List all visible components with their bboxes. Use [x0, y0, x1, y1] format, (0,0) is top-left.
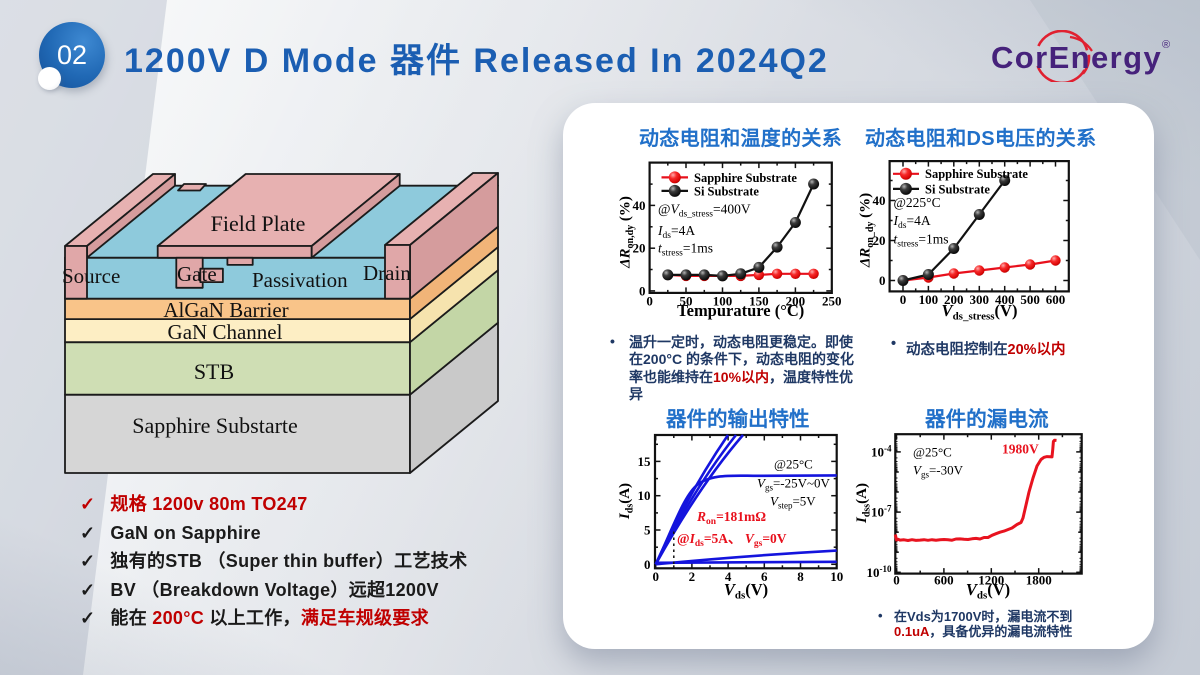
svg-text:10-10: 10-10 — [867, 564, 892, 580]
svg-text:600: 600 — [934, 573, 954, 588]
svg-text:Si Substrate: Si Substrate — [694, 184, 759, 198]
svg-text:2: 2 — [689, 569, 696, 584]
svg-text:Gate: Gate — [177, 262, 217, 286]
svg-text:GaN Channel: GaN Channel — [168, 320, 283, 344]
svg-text:AlGaN Barrier: AlGaN Barrier — [163, 298, 288, 322]
svg-text:500: 500 — [1020, 292, 1040, 307]
svg-text:Tempurature (°C): Tempurature (°C) — [677, 301, 804, 320]
svg-text:250: 250 — [822, 294, 842, 309]
svg-text:20: 20 — [873, 233, 886, 248]
svg-text:Vds(V): Vds(V) — [724, 580, 768, 602]
svg-text:Vds_stress(V): Vds_stress(V) — [942, 301, 1018, 323]
svg-text:tstress=1ms: tstress=1ms — [894, 232, 949, 250]
svg-text:Sapphire Substrate: Sapphire Substrate — [925, 167, 1028, 181]
svg-text:6: 6 — [761, 569, 768, 584]
svg-text:Passivation: Passivation — [252, 268, 348, 292]
svg-text:®: ® — [1162, 39, 1170, 51]
svg-text:0: 0 — [879, 273, 886, 288]
svg-text:10: 10 — [638, 488, 651, 503]
svg-text:100: 100 — [713, 294, 733, 309]
svg-text:Ids(A): Ids(A) — [617, 483, 636, 520]
svg-text:Field Plate: Field Plate — [211, 211, 306, 236]
svg-text:50: 50 — [680, 294, 693, 309]
svg-text:150: 150 — [749, 294, 769, 309]
svg-text:Source: Source — [62, 264, 120, 288]
svg-text:Idss(A): Idss(A) — [854, 483, 873, 524]
svg-text:Drain: Drain — [363, 261, 411, 285]
svg-text:15: 15 — [638, 454, 652, 469]
svg-text:0: 0 — [646, 294, 653, 309]
svg-text:CorEnergy: CorEnergy — [991, 40, 1162, 75]
svg-text:4: 4 — [725, 569, 732, 584]
svg-text:Sapphire Substrate: Sapphire Substrate — [694, 171, 797, 185]
svg-text:Ids=4A: Ids=4A — [893, 213, 931, 231]
svg-text:8: 8 — [797, 569, 804, 584]
svg-text:@25°C: @25°C — [774, 457, 813, 472]
svg-text:5: 5 — [644, 523, 651, 538]
svg-text:Si Substrate: Si Substrate — [925, 182, 990, 196]
svg-text:100: 100 — [919, 292, 939, 307]
svg-text:0: 0 — [639, 283, 646, 298]
svg-text:ΔRon_dy (%): ΔRon_dy (%) — [858, 193, 876, 268]
svg-text:200: 200 — [944, 292, 964, 307]
svg-text:Sapphire Substarte: Sapphire Substarte — [132, 413, 298, 438]
svg-text:0: 0 — [644, 557, 651, 572]
svg-text:300: 300 — [970, 292, 990, 307]
svg-text:Vds(V): Vds(V) — [966, 580, 1010, 602]
svg-text:1200: 1200 — [978, 573, 1004, 588]
svg-text:600: 600 — [1046, 292, 1066, 307]
svg-text:40: 40 — [633, 198, 646, 213]
svg-text:0: 0 — [900, 292, 907, 307]
svg-text:10-7: 10-7 — [871, 504, 892, 520]
svg-text:tstress=1ms: tstress=1ms — [658, 241, 713, 259]
svg-text:STB: STB — [194, 359, 234, 384]
svg-text:10-4: 10-4 — [871, 443, 892, 459]
svg-text:0: 0 — [893, 573, 900, 588]
svg-text:1980V: 1980V — [1002, 442, 1039, 457]
svg-text:@25°C: @25°C — [913, 445, 952, 460]
svg-text:ΔRon,dy (%): ΔRon,dy (%) — [618, 196, 637, 269]
svg-text:40: 40 — [873, 193, 886, 208]
svg-text:0: 0 — [652, 569, 659, 584]
svg-text:Ron=181mΩ: Ron=181mΩ — [696, 509, 766, 527]
svg-text:400: 400 — [995, 292, 1015, 307]
svg-text:Vgs=-25V~0V: Vgs=-25V~0V — [757, 476, 831, 493]
svg-text:Vstep=5V: Vstep=5V — [770, 494, 816, 511]
svg-text:Vgs=-30V: Vgs=-30V — [913, 463, 964, 480]
svg-text:@225°C: @225°C — [894, 195, 941, 210]
svg-text:Ids=4A: Ids=4A — [657, 223, 695, 241]
svg-text:200: 200 — [786, 294, 806, 309]
svg-text:1800: 1800 — [1026, 573, 1052, 588]
svg-text:20: 20 — [633, 241, 646, 256]
svg-text:10: 10 — [830, 569, 843, 584]
svg-text:@Vds_stress=400V: @Vds_stress=400V — [658, 202, 751, 220]
